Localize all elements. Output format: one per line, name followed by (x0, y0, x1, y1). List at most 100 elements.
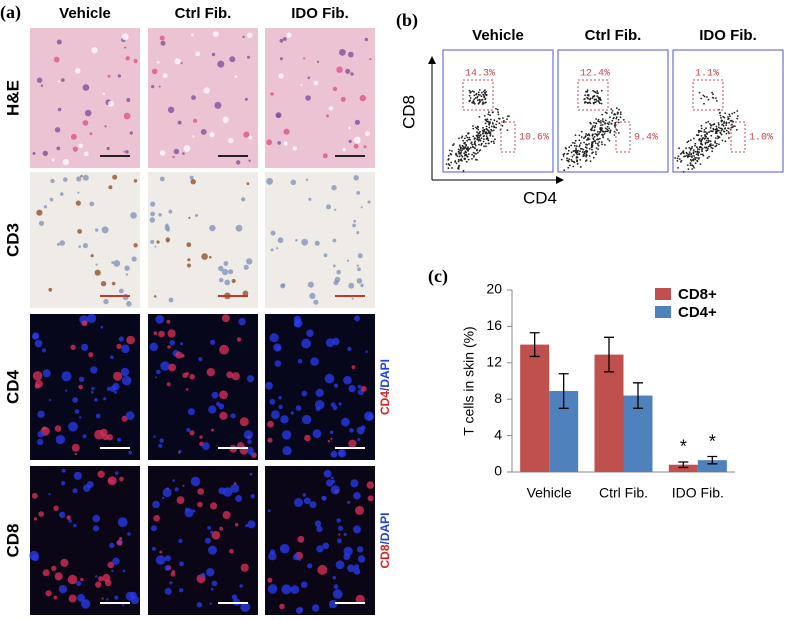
cell (67, 574, 78, 585)
event (477, 151, 479, 154)
cell (301, 238, 309, 246)
event (592, 138, 595, 141)
event (717, 129, 720, 132)
cell (356, 191, 361, 195)
cell (343, 375, 352, 385)
cell (326, 479, 334, 487)
cell (310, 357, 319, 366)
cell (84, 109, 92, 117)
event (701, 149, 703, 151)
cell (210, 502, 218, 510)
event (712, 124, 714, 126)
image-bg (148, 466, 258, 615)
event (455, 162, 458, 165)
event (489, 134, 492, 137)
gate (615, 121, 631, 153)
event (687, 153, 690, 156)
event (720, 133, 723, 136)
event (689, 164, 692, 167)
cell (124, 265, 130, 271)
event (614, 121, 617, 124)
cell (82, 84, 90, 91)
event (604, 119, 607, 122)
event (705, 132, 708, 135)
cell (153, 435, 156, 438)
event (595, 151, 597, 153)
event (587, 137, 589, 140)
event (585, 149, 588, 152)
event (461, 144, 464, 147)
event (613, 113, 616, 115)
cell (290, 179, 297, 186)
event (482, 131, 485, 134)
event (694, 157, 696, 159)
cell (332, 238, 337, 243)
event (677, 167, 679, 169)
event (702, 154, 705, 157)
event (588, 101, 591, 104)
cell (365, 131, 370, 137)
cell (167, 329, 176, 338)
event (568, 158, 571, 161)
cell (70, 133, 77, 140)
event (482, 140, 485, 143)
event (616, 113, 619, 115)
cell (303, 497, 311, 505)
cell (80, 174, 83, 178)
event (694, 142, 697, 145)
event (714, 140, 717, 143)
event (615, 107, 618, 110)
cell (348, 282, 355, 289)
cell (89, 132, 93, 136)
event (486, 118, 489, 121)
cell (314, 240, 320, 246)
event (471, 90, 474, 92)
cell (61, 468, 66, 473)
cell (154, 245, 157, 248)
cell (204, 537, 211, 544)
micrograph (30, 28, 140, 168)
event (575, 149, 577, 151)
legend-label: CD4+ (678, 304, 717, 321)
event (608, 127, 611, 130)
cell (175, 351, 183, 359)
cell (42, 150, 48, 156)
cell (309, 292, 316, 299)
event (706, 96, 708, 98)
event (704, 146, 707, 149)
cell (160, 361, 170, 371)
event (474, 144, 477, 147)
event (596, 100, 598, 102)
event (478, 138, 481, 141)
event (606, 125, 609, 128)
cell (114, 595, 119, 600)
legend-swatch (655, 288, 671, 300)
event (682, 171, 685, 173)
cell (348, 139, 352, 143)
cell (36, 77, 43, 83)
error-bar (604, 336, 614, 373)
event (459, 152, 462, 155)
event (570, 151, 573, 154)
event (489, 131, 492, 134)
event (700, 135, 703, 137)
event (482, 135, 485, 138)
event (583, 151, 585, 154)
cell (37, 430, 45, 438)
event (599, 131, 602, 134)
cell (207, 526, 212, 530)
event (570, 159, 573, 161)
cell (168, 209, 173, 214)
event (477, 139, 479, 141)
cell (80, 577, 84, 582)
cell (106, 598, 109, 601)
cell (107, 561, 115, 569)
event (582, 155, 585, 158)
event (492, 135, 494, 138)
cell (356, 231, 360, 235)
cell (267, 437, 273, 443)
cell (357, 438, 361, 441)
event (564, 147, 567, 149)
cell (113, 260, 121, 267)
cell (222, 116, 229, 124)
